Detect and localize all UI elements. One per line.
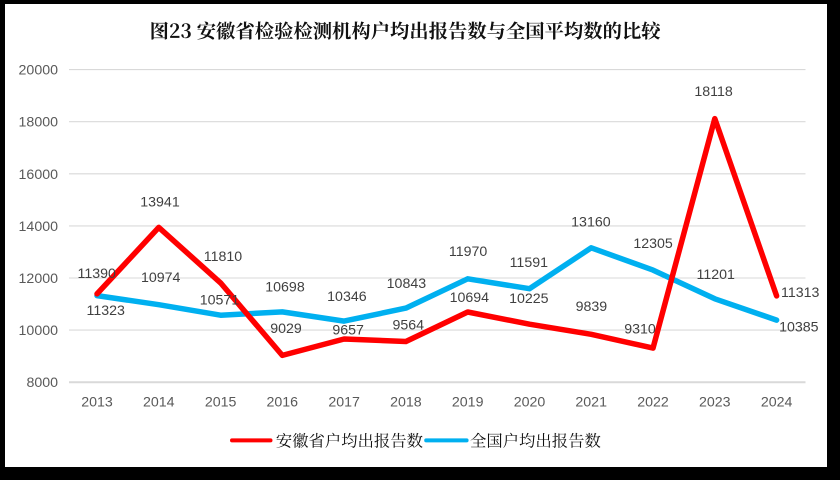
svg-text:10385: 10385	[779, 319, 819, 335]
svg-text:9029: 9029	[270, 321, 302, 337]
svg-text:2017: 2017	[328, 395, 360, 411]
svg-text:20000: 20000	[19, 63, 59, 79]
svg-text:2013: 2013	[81, 395, 113, 411]
svg-text:11201: 11201	[696, 267, 735, 283]
svg-text:2018: 2018	[390, 395, 422, 411]
svg-text:16000: 16000	[19, 167, 59, 183]
svg-text:18000: 18000	[19, 115, 59, 131]
svg-text:2020: 2020	[514, 395, 546, 411]
svg-text:9564: 9564	[393, 318, 425, 334]
svg-text:8000: 8000	[26, 375, 58, 391]
svg-text:11810: 11810	[204, 249, 243, 265]
svg-text:12000: 12000	[19, 271, 59, 287]
svg-text:2024: 2024	[761, 395, 793, 411]
svg-text:13160: 13160	[571, 214, 611, 230]
svg-text:10694: 10694	[450, 290, 490, 306]
svg-text:13941: 13941	[140, 195, 180, 211]
svg-text:11591: 11591	[510, 255, 549, 271]
svg-text:11970: 11970	[449, 244, 488, 260]
svg-text:10225: 10225	[509, 291, 549, 307]
svg-text:2019: 2019	[452, 395, 484, 411]
svg-text:2023: 2023	[699, 395, 731, 411]
svg-text:10974: 10974	[141, 270, 181, 286]
svg-text:10843: 10843	[387, 276, 427, 292]
svg-text:2022: 2022	[637, 395, 669, 411]
svg-text:11390: 11390	[77, 266, 116, 282]
svg-text:9657: 9657	[332, 322, 364, 338]
svg-text:2016: 2016	[267, 395, 299, 411]
svg-text:18118: 18118	[694, 84, 733, 100]
svg-text:2021: 2021	[575, 395, 607, 411]
svg-text:10698: 10698	[265, 279, 305, 295]
svg-text:11313: 11313	[781, 285, 820, 301]
svg-text:9310: 9310	[624, 322, 656, 338]
svg-text:14000: 14000	[19, 219, 59, 235]
svg-text:11323: 11323	[86, 303, 125, 319]
svg-text:10346: 10346	[327, 289, 367, 305]
svg-text:2015: 2015	[205, 395, 237, 411]
svg-text:12305: 12305	[633, 236, 673, 252]
svg-text:9839: 9839	[576, 299, 608, 315]
svg-text:10571: 10571	[200, 292, 240, 308]
svg-text:2014: 2014	[143, 395, 175, 411]
svg-text:10000: 10000	[19, 323, 59, 339]
